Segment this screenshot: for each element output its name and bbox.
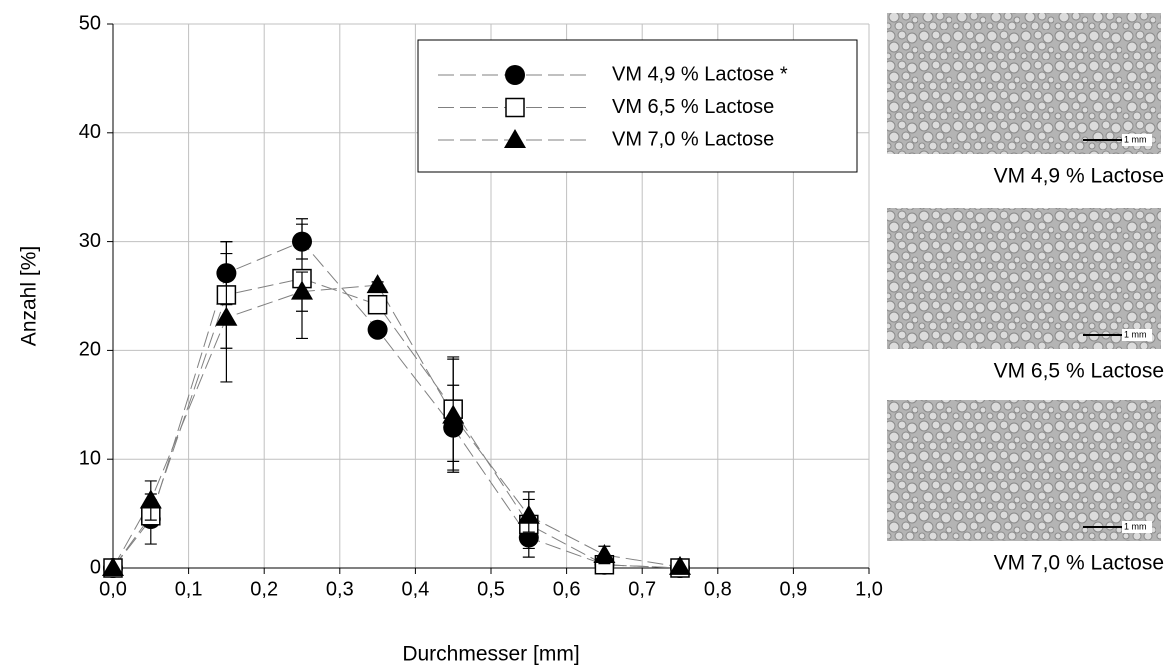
legend-box — [417, 39, 858, 173]
marker — [215, 306, 238, 326]
marker — [505, 97, 525, 118]
scale-label: 1 mm — [1124, 134, 1147, 144]
x-tick-label: 0,9 — [779, 578, 807, 600]
image-caption: VM 6,5 % Lactose — [994, 360, 1164, 383]
marker — [593, 543, 616, 563]
micrograph — [887, 400, 1161, 541]
y-tick-label: 30 — [79, 230, 101, 252]
x-axis-label: Durchmesser [mm] — [402, 643, 579, 666]
x-tick-label: 0,6 — [553, 578, 581, 600]
x-tick-label: 0,3 — [326, 578, 354, 600]
marker — [517, 504, 540, 524]
marker — [291, 280, 313, 300]
x-tick-label: 0,7 — [628, 578, 656, 600]
micrographs: 1 mm VM 4,9 % Lactose 1 mm VM 6,5 % Lactose… — [887, 13, 1164, 575]
legend-label: VM 6,5 % Lactose — [612, 96, 774, 118]
x-tick-label: 0,5 — [477, 578, 505, 600]
x-tick-label: 0,2 — [250, 578, 278, 600]
scale-label: 1 mm — [1124, 329, 1147, 339]
marker — [669, 555, 691, 575]
marker — [366, 274, 389, 294]
series-line — [112, 284, 681, 569]
y-axis-label: Anzahl [%] — [18, 246, 41, 346]
x-tick-label: 1,0 — [855, 578, 883, 600]
image-caption: VM 7,0 % Lactose — [994, 552, 1164, 575]
y-tick-label: 0 — [90, 556, 101, 578]
series-line — [112, 240, 681, 569]
scale-label: 1 mm — [1124, 521, 1147, 531]
image-caption: VM 4,9 % Lactose — [994, 165, 1164, 188]
micrograph — [887, 208, 1161, 349]
marker — [139, 489, 162, 509]
y-tick-label: 40 — [79, 121, 101, 143]
x-tick-label: 0,8 — [704, 578, 732, 600]
y-tick-label: 50 — [79, 12, 101, 34]
marker — [504, 129, 526, 148]
marker — [102, 557, 124, 576]
scale-label-bg — [1122, 134, 1152, 146]
y-tick-label: 20 — [79, 339, 101, 361]
marker — [367, 294, 388, 315]
scale-label-bg — [1122, 329, 1152, 341]
y-tick-label: 10 — [79, 447, 101, 469]
x-tick-label: 0,4 — [401, 578, 429, 600]
x-tick-label: 0,0 — [99, 578, 127, 600]
marker — [367, 319, 388, 340]
x-tick-label: 0,1 — [175, 578, 203, 600]
scale-label-bg — [1122, 521, 1152, 533]
marker — [442, 404, 465, 424]
series-line — [112, 278, 681, 569]
micrograph — [887, 13, 1161, 154]
legend-label: VM 4,9 % Lactose * — [612, 63, 788, 85]
marker — [505, 65, 525, 85]
legend-label: VM 7,0 % Lactose — [612, 128, 774, 150]
